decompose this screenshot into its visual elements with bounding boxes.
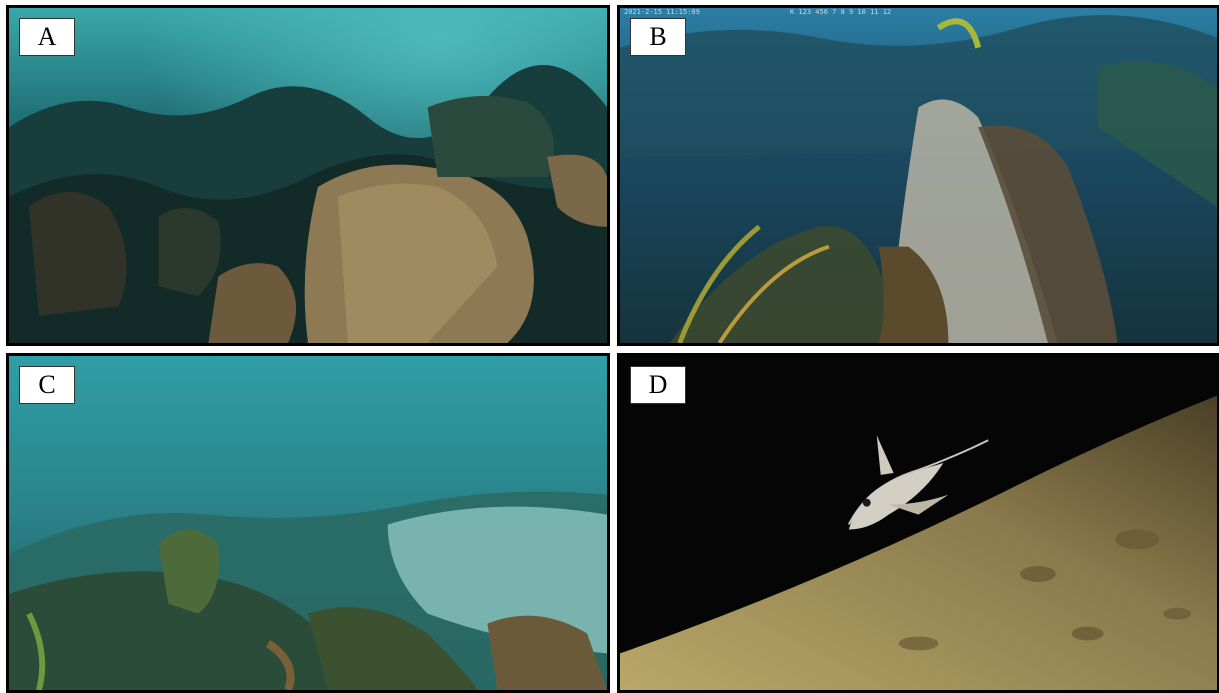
photo-panel-b: 2021-2-15 11:15:09 K 123 456 7 8 9 10 11… [617,5,1219,346]
panel-label: C [19,366,75,404]
reef-photo-d [620,356,1217,690]
panel-label: B [630,18,686,56]
photo-panel-d: D [617,353,1219,693]
photo-panel-a: A [6,5,610,346]
panel-label: A [19,18,75,56]
reef-photo-c [9,356,607,690]
reef-photo-a [9,8,607,343]
panel-label: D [630,366,686,404]
reef-photo-b [620,8,1217,343]
camera-overlay: K 123 456 7 8 9 10 11 12 [790,8,892,16]
timestamp-overlay: 2021-2-15 11:15:09 [624,8,700,16]
photo-panel-c: C [6,353,610,693]
chimaera-fish [847,435,989,530]
